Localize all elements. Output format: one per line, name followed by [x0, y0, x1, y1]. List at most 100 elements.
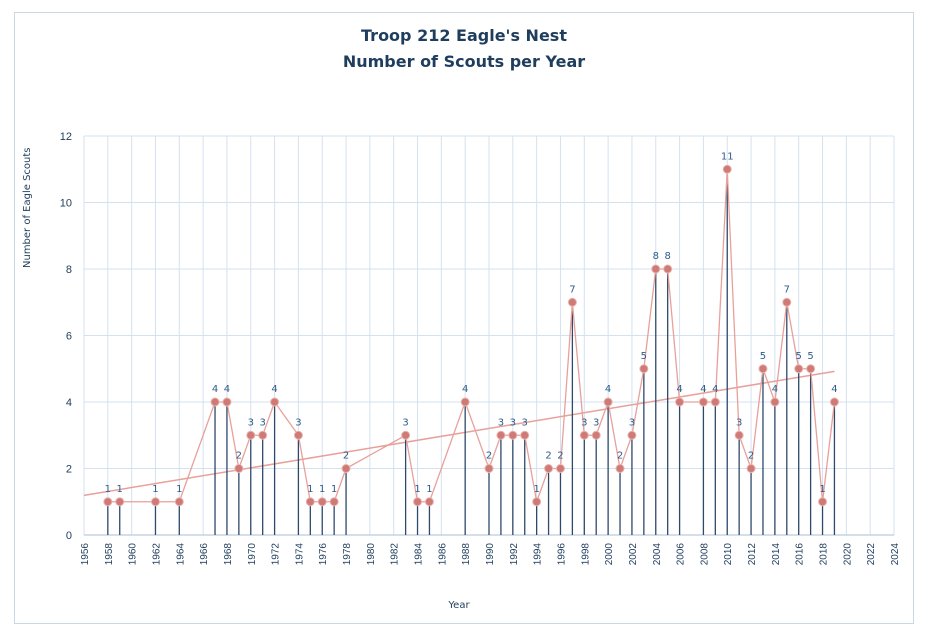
x-tick-label: 1974: [294, 543, 305, 566]
x-tick-label: 1970: [247, 543, 258, 566]
data-point: [258, 430, 268, 440]
x-tick-label: 1960: [128, 543, 139, 566]
x-tick-label: 2006: [676, 543, 687, 566]
x-tick-label: 2024: [890, 543, 901, 566]
x-tick-label: 1966: [199, 543, 210, 566]
data-point: [615, 464, 625, 473]
data-point: [818, 497, 828, 507]
data-label: 3: [259, 417, 265, 428]
x-tick-label: 1980: [366, 543, 377, 566]
data-point: [293, 430, 303, 440]
data-point: [329, 497, 339, 507]
data-point: [722, 164, 732, 174]
data-point: [496, 430, 506, 440]
data-point: [770, 397, 780, 407]
data-point: [174, 497, 184, 507]
data-point: [484, 464, 494, 473]
data-label: 1: [176, 484, 182, 495]
data-label: 5: [641, 351, 647, 362]
y-tick-label: 0: [66, 530, 72, 542]
data-label: 4: [605, 384, 611, 395]
data-point: [782, 297, 792, 307]
data-label: 3: [248, 417, 254, 428]
data-point: [591, 430, 601, 440]
x-tick-label: 1986: [437, 543, 448, 566]
data-label: 4: [676, 384, 682, 395]
data-label: 3: [402, 417, 408, 428]
chart-subtitle: Number of Scouts per Year: [342, 52, 586, 71]
data-label: 4: [212, 384, 218, 395]
data-label: 4: [712, 384, 718, 395]
data-point: [555, 464, 565, 473]
x-tick-label: 1968: [223, 543, 234, 566]
data-label: 5: [807, 351, 813, 362]
data-point: [663, 264, 673, 274]
x-tick-label: 2000: [604, 543, 615, 566]
data-label: 2: [617, 451, 623, 462]
x-tick-label: 1982: [390, 543, 401, 566]
x-tick-label: 1996: [556, 543, 567, 566]
data-label: 3: [510, 417, 516, 428]
x-tick-label: 2010: [723, 543, 734, 566]
data-point: [401, 430, 411, 440]
data-label: 1: [331, 484, 337, 495]
data-point: [794, 364, 804, 374]
data-label: 2: [545, 451, 551, 462]
data-point: [579, 430, 589, 440]
data-label: 4: [831, 384, 837, 395]
data-point: [424, 497, 434, 507]
data-point: [806, 364, 816, 374]
data-point: [520, 430, 530, 440]
y-tick-label: 6: [66, 331, 72, 343]
x-tick-label: 2014: [771, 543, 782, 566]
data-label: 1: [819, 484, 825, 495]
data-point: [710, 397, 720, 407]
data-point: [675, 397, 685, 407]
data-label: 2: [486, 451, 492, 462]
x-tick-label: 1972: [271, 543, 282, 566]
data-label: 3: [593, 417, 599, 428]
data-label: 11: [721, 151, 734, 162]
data-point: [210, 397, 220, 407]
y-tick-label: 2: [66, 464, 72, 476]
data-point: [234, 464, 244, 473]
data-point: [115, 497, 125, 507]
x-tick-label: 2008: [699, 543, 710, 566]
data-point: [460, 397, 470, 407]
data-label: 4: [224, 384, 230, 395]
data-point: [532, 497, 542, 507]
x-tick-label: 1956: [80, 543, 91, 566]
data-point: [734, 430, 744, 440]
data-label: 2: [557, 451, 563, 462]
data-label: 3: [295, 417, 301, 428]
data-label: 1: [117, 484, 123, 495]
x-tick-label: 1958: [104, 543, 115, 566]
data-label: 1: [152, 484, 158, 495]
data-point: [651, 264, 661, 274]
data-point: [746, 464, 756, 473]
x-tick-label: 1990: [485, 543, 496, 566]
data-point: [222, 397, 232, 407]
data-label: 4: [700, 384, 706, 395]
data-label: 1: [533, 484, 539, 495]
data-label: 1: [319, 484, 325, 495]
data-point: [758, 364, 768, 374]
data-point: [103, 497, 113, 507]
data-point: [829, 397, 839, 407]
data-label: 1: [105, 484, 111, 495]
x-tick-label: 1978: [342, 543, 353, 566]
data-point: [567, 297, 577, 307]
data-point: [698, 397, 708, 407]
data-label: 8: [664, 251, 670, 262]
x-tick-label: 1976: [318, 543, 329, 566]
data-label: 1: [307, 484, 313, 495]
data-label: 3: [498, 417, 504, 428]
data-point: [150, 497, 160, 507]
x-tick-label: 1994: [533, 543, 544, 566]
y-tick-label: 4: [66, 397, 72, 409]
x-tick-label: 2012: [747, 543, 758, 566]
data-label: 2: [236, 451, 242, 462]
data-point: [627, 430, 637, 440]
data-label: 1: [426, 484, 432, 495]
data-point: [413, 497, 423, 507]
